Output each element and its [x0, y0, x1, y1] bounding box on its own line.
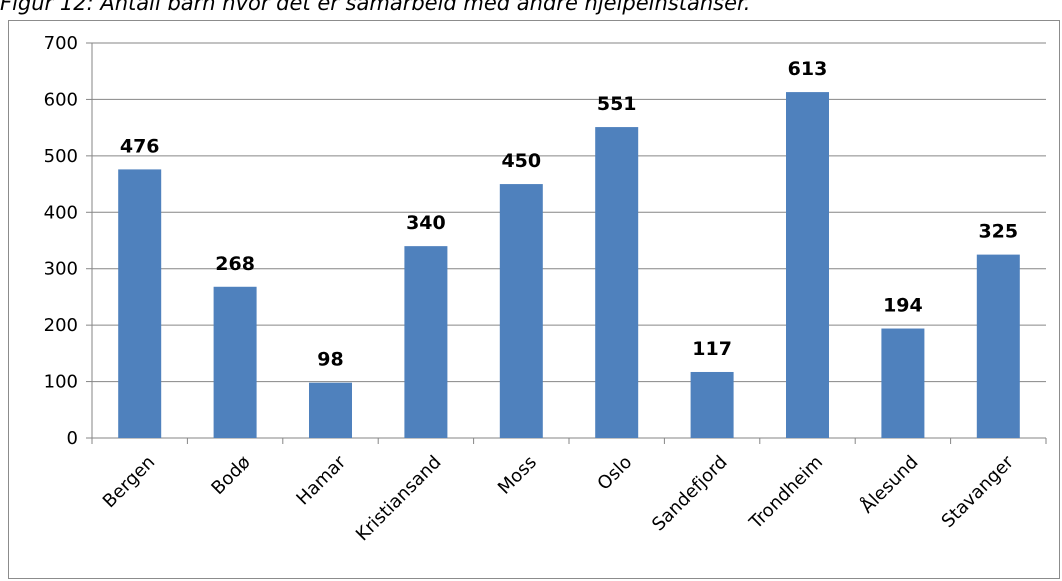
data-label-Trondheim: 613 — [788, 58, 828, 80]
data-label-Sandefjord: 117 — [692, 338, 732, 360]
x-tick-label-Moss: Moss — [494, 452, 541, 499]
figure-caption: Figur 12: Antall barn hvor det er samarb… — [0, 0, 751, 15]
y-tick-label-300: 300 — [44, 259, 78, 280]
y-tick-label-200: 200 — [44, 315, 78, 336]
y-tick-label-700: 700 — [44, 33, 78, 54]
x-tick-label-Oslo: Oslo — [593, 452, 636, 495]
chart-frame — [8, 20, 1060, 579]
data-label-Bodø: 268 — [215, 253, 255, 275]
bar-Ålesund — [881, 328, 925, 438]
y-tick-label-500: 500 — [44, 146, 78, 167]
x-tick-label-Hamar: Hamar — [292, 451, 350, 509]
x-tick-label-Bergen: Bergen — [99, 452, 159, 512]
bar-Bergen — [118, 169, 162, 438]
bar-Moss — [499, 184, 543, 438]
x-tick-label-Sandefjord: Sandefjord — [648, 452, 732, 536]
y-tick-label-400: 400 — [44, 202, 78, 223]
data-label-Kristiansand: 340 — [406, 212, 446, 234]
bar-Trondheim — [786, 92, 829, 438]
y-tick-label-100: 100 — [44, 372, 78, 393]
bar-Hamar — [309, 382, 352, 438]
y-tick-label-0: 0 — [67, 428, 78, 449]
data-label-Bergen: 476 — [120, 135, 160, 157]
bar-Stavanger — [976, 254, 1020, 438]
x-tick-label-Bodø: Bodø — [207, 452, 254, 499]
y-tick-label-600: 600 — [44, 89, 78, 110]
bar-Kristiansand — [404, 246, 448, 438]
bar-Sandefjord — [690, 371, 734, 438]
data-label-Stavanger: 325 — [978, 221, 1018, 243]
x-tick-label-Stavanger: Stavanger — [938, 451, 1019, 532]
data-label-Oslo: 551 — [597, 93, 637, 115]
x-tick-label-Trondheim: Trondheim — [745, 452, 827, 534]
bar-Oslo — [595, 127, 639, 438]
data-label-Moss: 450 — [501, 150, 541, 172]
x-tick-label-Ålesund: Ålesund — [856, 451, 922, 517]
data-label-Ålesund: 194 — [883, 295, 923, 317]
bar-Bodø — [213, 286, 257, 438]
data-label-Hamar: 98 — [317, 349, 343, 371]
x-tick-label-Kristiansand: Kristiansand — [352, 452, 446, 546]
